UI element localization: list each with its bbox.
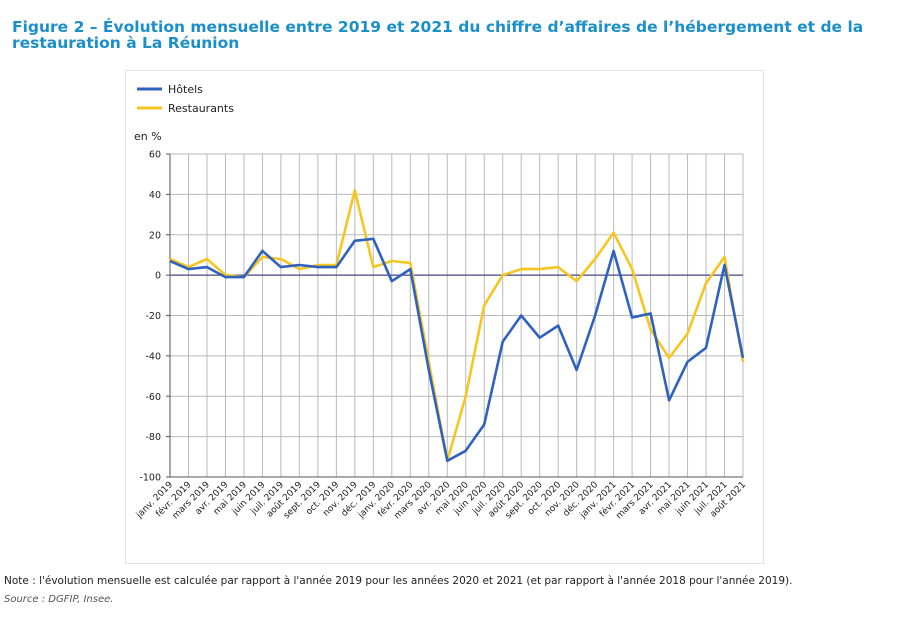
y-tick-label: -100: [139, 473, 161, 484]
y-tick-label: 20: [149, 230, 161, 241]
series-layer: [169, 189, 745, 463]
legend-label: Hôtels: [168, 83, 203, 96]
y-unit-label: en %: [134, 130, 162, 143]
legend: Hôtels Restaurants: [137, 83, 234, 115]
chart-note: Note : l'évolution mensuelle est calculé…: [4, 575, 793, 587]
grid: [169, 153, 744, 478]
series-line-restaurants: [169, 189, 745, 463]
y-tick-label: 60: [149, 150, 161, 161]
y-tick-label: -20: [145, 311, 161, 322]
y-tick-label: -60: [145, 392, 161, 403]
legend-label: Restaurants: [168, 102, 234, 115]
y-tick-label: 0: [155, 271, 161, 282]
y-tick-label: -40: [145, 351, 161, 362]
chart-source: Source : DGFIP, Insee.: [4, 594, 114, 605]
figure-title: Figure 2 – Évolution mensuelle entre 201…: [12, 18, 864, 52]
chart-frame: [125, 70, 764, 564]
y-axis-ticks: 60 40 20 0 -20 -40 -60 -80 -100: [139, 150, 170, 484]
series-line-h-tels: [169, 237, 745, 463]
y-tick-label: -80: [145, 432, 161, 443]
y-tick-label: 40: [149, 190, 161, 201]
